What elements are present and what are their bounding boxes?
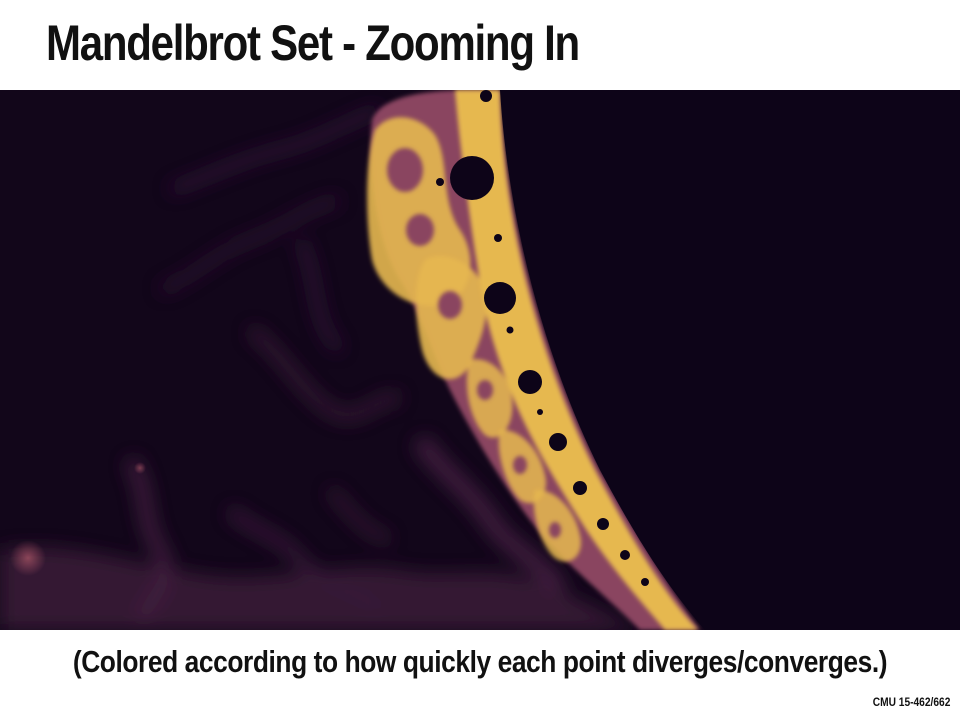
glow-spot	[10, 540, 46, 576]
bulbs	[436, 90, 649, 586]
mandelbrot-interior	[500, 90, 960, 630]
slide-title: Mandelbrot Set - Zooming In	[46, 15, 580, 71]
mandelbrot-zoom-image	[0, 90, 960, 630]
course-footer: CMU 15-462/662	[872, 695, 950, 709]
outer-filaments	[0, 105, 640, 630]
figure-caption: (Colored according to how quickly each p…	[72, 644, 888, 679]
boundary-yellow-band	[367, 90, 698, 630]
lobe-speckles	[387, 148, 561, 538]
